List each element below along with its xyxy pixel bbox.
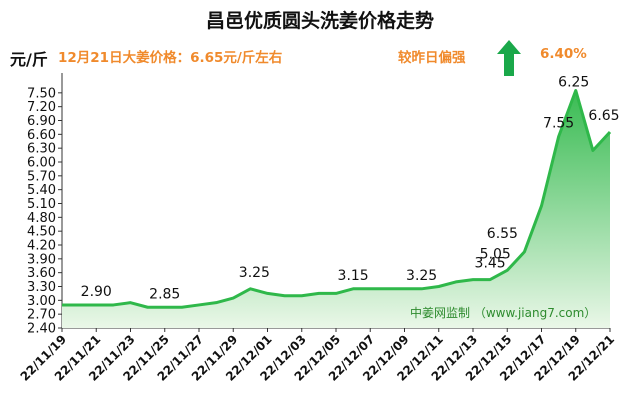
y-axis-unit-label: 元/斤 [10, 50, 48, 69]
compare-text: 较昨日偏强 [398, 50, 466, 66]
data-label: 7.55 [543, 116, 574, 132]
up-arrow-icon [497, 40, 521, 76]
data-label: 3.25 [239, 265, 270, 281]
y-tick-label: 7.20 [27, 100, 56, 115]
data-label: 3.25 [406, 268, 437, 284]
chart-title: 昌邑优质圆头洗姜价格走势 [205, 10, 434, 32]
data-label: 5.05 [480, 246, 511, 262]
series-line [62, 89, 612, 309]
y-tick-label: 4.80 [27, 211, 56, 226]
data-label: 6.55 [487, 226, 518, 242]
data-label: 3.45 [475, 256, 506, 272]
data-label: 6.65 [588, 108, 619, 124]
y-tick-label: 5.70 [27, 169, 56, 184]
x-ticks: 22/11/1922/11/2122/11/2322/11/2522/11/27… [18, 328, 617, 384]
area-layer [62, 89, 612, 329]
y-tick-label: 2.70 [27, 308, 56, 323]
y-tick-label: 6.00 [27, 156, 56, 171]
y-tick-label: 3.30 [27, 280, 56, 295]
y-tick-label: 6.60 [27, 128, 56, 143]
data-label: 3.15 [338, 268, 369, 284]
price-note: 12月21日大姜价格：6.65元/斤左右 [58, 50, 283, 66]
y-tick-label: 6.90 [27, 114, 56, 129]
y-tick-label: 7.50 [27, 86, 56, 101]
y-ticks: 2.402.703.003.303.603.904.204.504.805.10… [27, 86, 62, 337]
y-tick-label: 6.30 [27, 142, 56, 157]
data-labels: 2.90 2.85 3.25 3.15 3.25 3.455.05 6.55 7.55 6.25… [81, 75, 620, 303]
y-tick-label: 2.40 [27, 322, 56, 337]
y-tick-label: 3.90 [27, 252, 56, 267]
y-tick-label: 4.50 [27, 225, 56, 240]
change-percent: 6.40% [540, 46, 587, 62]
y-tick-label: 3.60 [27, 266, 56, 281]
y-tick-label: 4.20 [27, 239, 56, 254]
y-tick-label: 5.40 [27, 183, 56, 198]
data-label: 2.85 [149, 286, 180, 302]
data-label: 2.90 [81, 284, 112, 300]
data-label: 6.25 [558, 75, 589, 91]
series-area-fill [62, 90, 610, 329]
y-tick-label: 3.00 [27, 294, 56, 309]
y-tick-label: 5.10 [27, 197, 56, 212]
watermark: 中姜网监制 （www.jiang7.com） [410, 305, 596, 320]
